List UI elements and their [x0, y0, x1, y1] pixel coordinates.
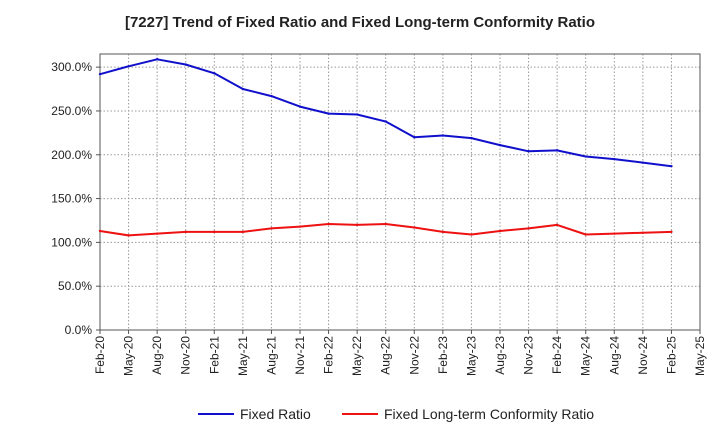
y-tick-label: 250.0%	[51, 104, 92, 118]
data-point-series-1	[127, 65, 130, 68]
x-tick-label: May-21	[236, 336, 250, 376]
data-point-series-1	[470, 136, 473, 140]
x-tick-label: May-24	[579, 336, 593, 376]
legend-label-1: Fixed Ratio	[240, 406, 311, 422]
data-point-series-2	[470, 233, 473, 236]
data-point-series-2	[241, 230, 245, 234]
data-point-series-1	[555, 149, 559, 152]
x-tick-label: Feb-20	[93, 336, 107, 374]
data-point-series-2	[670, 230, 673, 234]
x-tick-label: Nov-22	[407, 336, 421, 375]
data-point-series-2	[555, 223, 559, 227]
x-tick-label: Nov-20	[179, 336, 193, 375]
chart-title: [7227] Trend of Fixed Ratio and Fixed Lo…	[124, 14, 596, 31]
data-point-series-1	[355, 113, 359, 116]
y-tick-label: 100.0%	[51, 235, 92, 249]
x-tick-label: May-22	[350, 336, 364, 376]
x-tick-label: May-25	[693, 336, 707, 376]
data-point-series-2	[155, 232, 159, 235]
data-point-series-1	[584, 155, 587, 158]
data-point-series-1	[641, 161, 645, 164]
data-point-series-1	[298, 105, 302, 108]
data-point-series-2	[213, 230, 216, 234]
data-point-series-1	[413, 136, 416, 139]
data-point-series-2	[613, 232, 616, 235]
x-tick-label: Nov-23	[522, 336, 536, 375]
data-point-series-1	[270, 94, 273, 98]
x-tick-label: Feb-21	[207, 336, 221, 374]
data-point-series-1	[327, 112, 330, 115]
data-point-series-2	[498, 229, 502, 233]
x-tick-label: Aug-20	[150, 336, 164, 375]
data-point-series-1	[613, 157, 616, 161]
data-point-series-1	[241, 87, 245, 91]
data-point-series-2	[527, 227, 530, 230]
data-point-series-1	[670, 164, 673, 168]
data-point-series-1	[98, 72, 102, 76]
data-point-series-1	[184, 63, 187, 66]
data-point-series-2	[641, 231, 645, 234]
x-tick-label: Nov-21	[293, 336, 307, 375]
data-point-series-2	[98, 229, 102, 233]
x-tick-label: Feb-23	[436, 336, 450, 374]
y-tick-label: 150.0%	[51, 192, 92, 206]
legend-label-2: Fixed Long-term Conformity Ratio	[384, 406, 594, 422]
y-tick-label: 300.0%	[51, 60, 92, 74]
data-point-series-1	[213, 72, 216, 75]
x-tick-label: Feb-22	[322, 336, 336, 374]
data-point-series-2	[184, 230, 187, 234]
data-point-series-2	[270, 227, 273, 230]
data-point-series-1	[441, 134, 445, 137]
data-point-series-2	[441, 230, 445, 234]
data-point-series-2	[413, 226, 416, 229]
x-tick-label: Nov-24	[636, 336, 650, 375]
data-point-series-1	[384, 120, 387, 123]
data-point-series-2	[127, 234, 130, 237]
data-point-series-1	[155, 58, 159, 61]
data-point-series-2	[298, 225, 302, 228]
data-point-series-2	[384, 222, 387, 226]
x-tick-label: Aug-23	[493, 336, 507, 375]
data-point-series-2	[584, 233, 587, 236]
data-point-series-1	[527, 150, 530, 153]
x-tick-label: Feb-25	[664, 336, 678, 374]
y-tick-label: 200.0%	[51, 148, 92, 162]
data-point-series-2	[327, 222, 330, 226]
x-tick-label: Feb-24	[550, 336, 564, 374]
data-point-series-1	[498, 143, 502, 147]
x-tick-label: May-20	[122, 336, 136, 376]
plot-frame	[99, 53, 701, 331]
x-tick-label: May-23	[464, 336, 478, 376]
y-tick-label: 0.0%	[65, 323, 93, 337]
x-tick-label: Aug-24	[607, 336, 621, 375]
data-point-series-2	[355, 223, 359, 227]
x-tick-label: Aug-21	[264, 336, 278, 375]
x-tick-label: Aug-22	[379, 336, 393, 375]
y-tick-label: 50.0%	[58, 279, 92, 293]
